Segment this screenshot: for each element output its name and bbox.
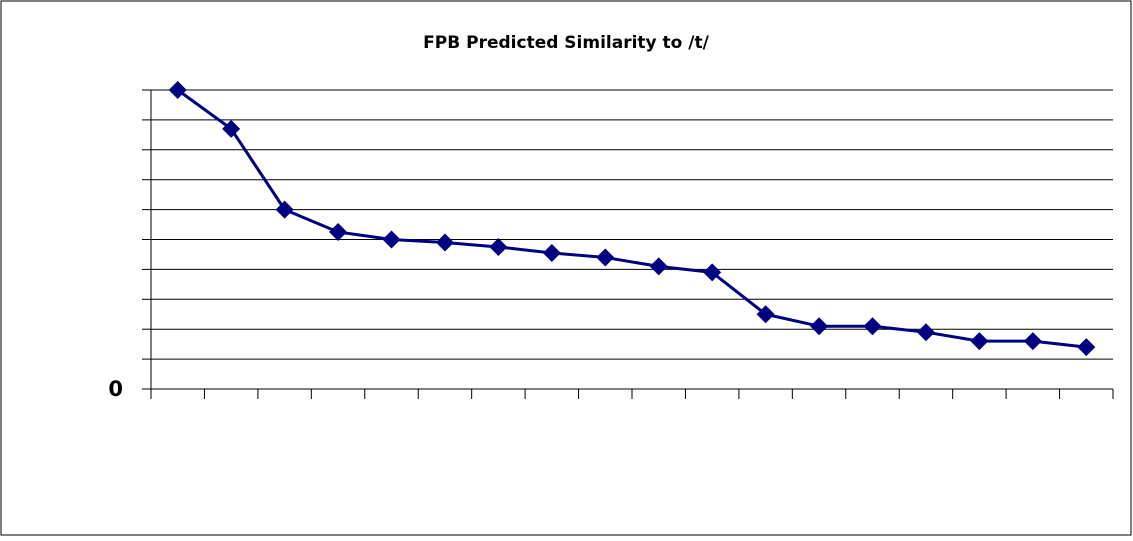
data-point [542, 243, 561, 262]
data-point [649, 257, 668, 276]
data-point [382, 230, 401, 249]
y-tick-label: 0 [108, 377, 123, 401]
series-line [176, 88, 1087, 349]
data-point [489, 237, 508, 256]
data-point [435, 233, 454, 252]
data-point [703, 263, 722, 282]
data-point [1023, 332, 1042, 351]
data-point [275, 200, 294, 219]
data-point [1077, 338, 1096, 357]
data-point [756, 305, 775, 324]
data-point [222, 119, 241, 138]
chart-title: FPB Predicted Similarity to /t/ [423, 33, 709, 53]
data-point [916, 323, 935, 342]
data-point [970, 332, 989, 351]
data-point [863, 317, 882, 336]
data-point [596, 248, 615, 267]
data-point [329, 223, 348, 242]
data-point [168, 81, 187, 99]
data-point [810, 317, 829, 336]
